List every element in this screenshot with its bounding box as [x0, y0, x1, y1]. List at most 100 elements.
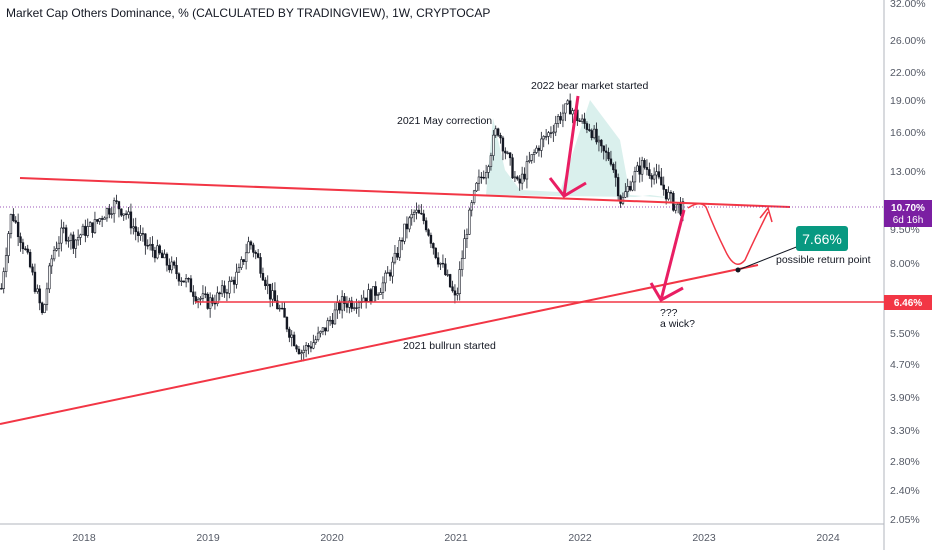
candle-body: [487, 166, 490, 173]
x-axis: 2018 2019 2020 2021 2022 2023 2024: [72, 532, 840, 544]
candle-body: [528, 160, 531, 162]
x-tick-label: 2020: [320, 532, 344, 544]
candle-body: [156, 245, 159, 259]
candle-body: [242, 259, 245, 262]
candle-body: [362, 297, 365, 302]
candle-body: [588, 129, 591, 131]
candle-body: [436, 257, 440, 265]
candle-body: [76, 237, 80, 241]
candle-body: [612, 163, 615, 171]
current-price-tag: 10.70% 6d 16h: [884, 200, 932, 227]
candle-body: [520, 173, 524, 184]
label-wick: a wick?: [660, 318, 695, 330]
y-tick-label: 2.05%: [890, 514, 920, 526]
candle-body: [120, 208, 123, 216]
candle-body: [499, 135, 502, 139]
candle-body: [566, 100, 569, 105]
y-tick-label: 26.00%: [890, 35, 926, 47]
candle-body: [396, 252, 399, 258]
candle-body: [398, 240, 401, 258]
current-price-tag-bg: [884, 200, 932, 227]
candle-body: [180, 280, 183, 283]
lower-trendline: [0, 264, 759, 425]
candle-body: [240, 259, 243, 268]
candle-body: [451, 286, 454, 292]
candle-body: [439, 262, 442, 265]
candle-body: [403, 223, 406, 242]
candle-body: [364, 297, 368, 302]
candle-body: [444, 263, 447, 275]
candle-body: [578, 120, 581, 122]
candle-body: [136, 231, 140, 236]
candle-body: [386, 272, 389, 274]
candle-body: [405, 223, 409, 230]
candle-body: [172, 261, 176, 266]
candle-body: [165, 253, 169, 266]
candle-body: [441, 262, 445, 265]
candle-body: [388, 272, 392, 277]
candle-body: [19, 236, 22, 243]
candle-body: [636, 165, 639, 172]
candle-body: [132, 226, 135, 229]
candle-body: [583, 118, 586, 124]
candle-body: [595, 128, 598, 143]
candle-body: [674, 204, 677, 211]
candle-body: [494, 128, 497, 136]
candle-body: [91, 222, 94, 233]
x-tick-label: 2019: [196, 532, 220, 544]
candle-body: [184, 278, 188, 283]
support-price-value: 6.46%: [894, 298, 922, 309]
candle-body: [153, 250, 157, 259]
candle-body: [146, 245, 149, 247]
candle-body: [16, 221, 20, 238]
candle-body: [160, 252, 164, 259]
candle-body: [336, 302, 339, 311]
chart-title: Market Cap Others Dominance, % (CALCULAT…: [6, 6, 491, 20]
candle-body: [297, 348, 301, 355]
candle-body: [391, 261, 394, 277]
candle-body: [208, 297, 212, 309]
candle-body: [422, 213, 425, 222]
candle-body: [225, 292, 229, 294]
candle-body: [12, 214, 15, 221]
candle-body: [384, 272, 387, 284]
candle-body: [88, 222, 92, 227]
candle-body: [482, 176, 485, 179]
candle-body: [456, 293, 459, 296]
candle-body: [484, 172, 488, 179]
candle-body: [187, 278, 190, 280]
candle-body: [50, 258, 53, 267]
candle-body: [283, 307, 286, 318]
candle-body: [343, 296, 346, 304]
label-may-correction: 2021 May correction: [397, 115, 492, 127]
candle-body: [256, 253, 260, 258]
candle-body: [470, 202, 473, 211]
candle-body: [350, 300, 353, 309]
x-tick-label: 2024: [816, 532, 840, 544]
candle-body: [501, 137, 505, 152]
candle-body: [640, 160, 644, 175]
candle-body: [614, 169, 617, 178]
candle-body: [230, 279, 233, 282]
candle-body: [117, 201, 121, 210]
candle-body: [28, 251, 32, 268]
candle-body: [201, 293, 205, 299]
badge-leader-line: [737, 243, 805, 271]
candle-body: [108, 208, 111, 215]
candle-body: [372, 286, 375, 303]
candle-body: [204, 293, 207, 295]
y-tick-label: 16.00%: [890, 127, 926, 139]
candle-body: [254, 252, 257, 254]
candle-body: [232, 279, 236, 285]
candle-body: [590, 130, 593, 139]
candle-body: [331, 319, 334, 325]
candle-body: [177, 273, 181, 282]
candle-body: [547, 132, 550, 137]
candle-body: [86, 226, 89, 236]
candle-body: [62, 227, 65, 229]
candle-body: [264, 279, 267, 287]
candle-body: [475, 182, 478, 192]
candle-body: [194, 296, 197, 302]
candle-body: [218, 292, 221, 295]
